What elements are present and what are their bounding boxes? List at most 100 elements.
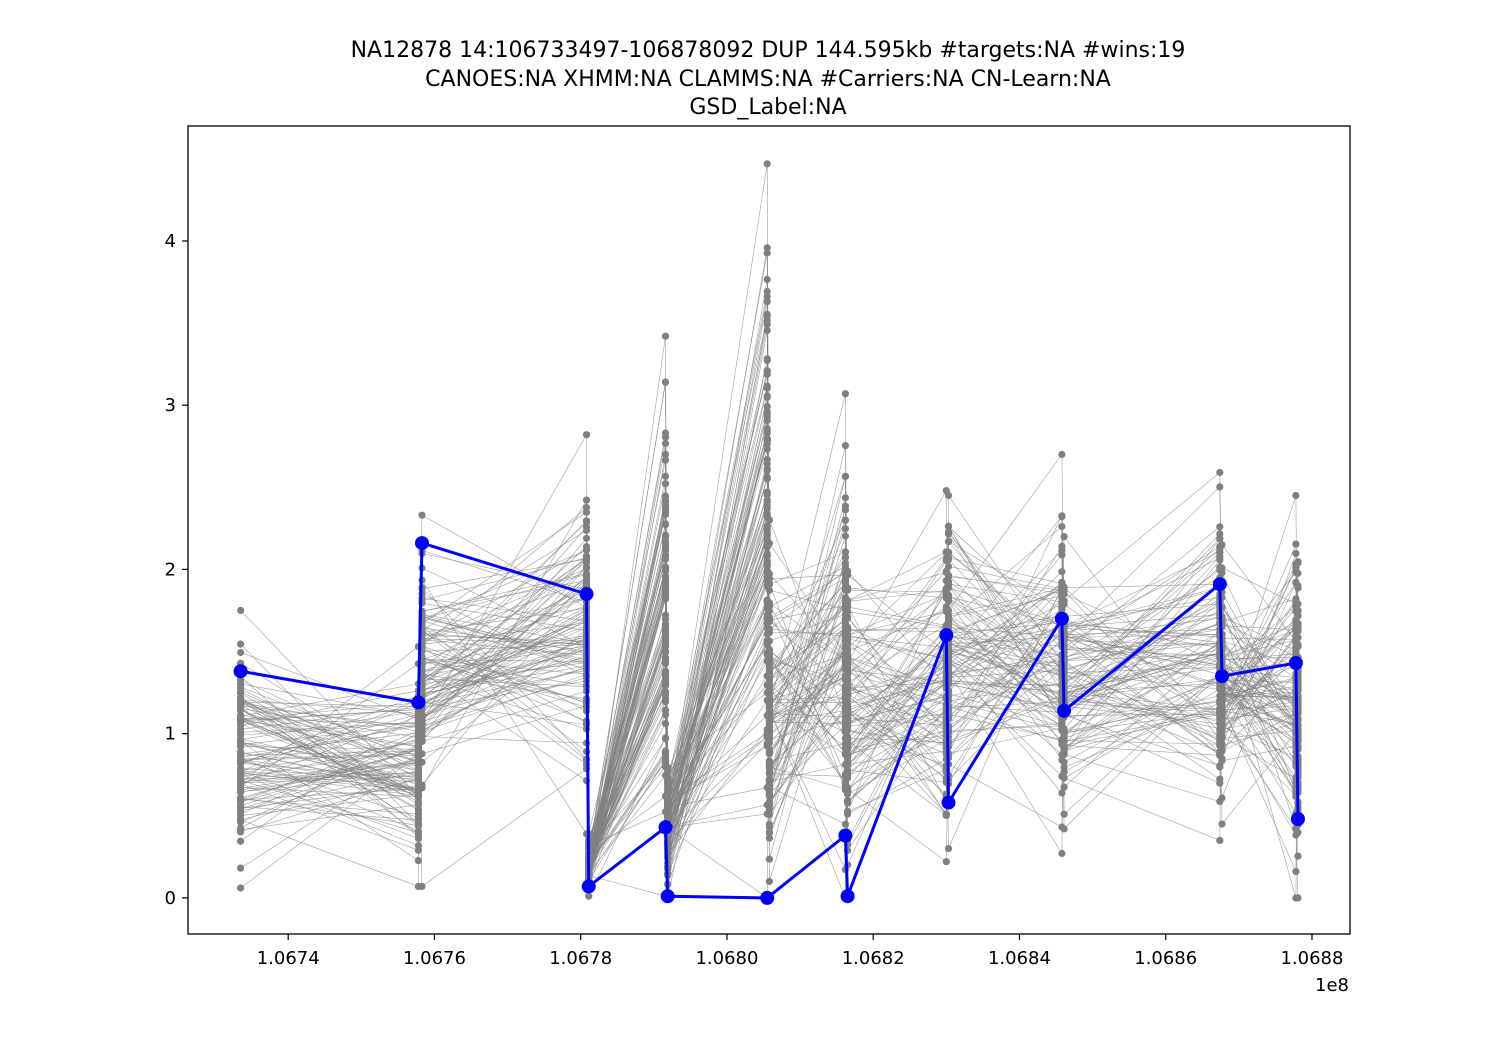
highlight-sample-point	[1291, 812, 1305, 826]
background-sample-point	[1294, 627, 1302, 635]
background-sample-point	[944, 523, 953, 531]
background-sample-point	[1058, 542, 1066, 551]
background-sample-point	[765, 750, 774, 758]
background-sample-point	[661, 555, 670, 563]
background-sample-point	[844, 810, 852, 818]
background-sample-point	[841, 553, 850, 561]
background-sample-point	[765, 646, 774, 655]
chart-title-line-3: GSD_Label:NA	[689, 95, 846, 120]
highlight-sample-point	[660, 889, 675, 904]
background-sample-point	[841, 728, 850, 736]
background-sample-point	[844, 677, 852, 685]
background-sample-point	[661, 792, 670, 800]
background-sample-point	[1292, 491, 1300, 500]
background-sample-point	[763, 370, 771, 378]
background-sample-point	[1294, 852, 1302, 860]
background-sample-point	[1216, 556, 1224, 564]
background-sample-point	[841, 705, 850, 714]
background-sample-point	[661, 711, 670, 719]
background-sample-point	[1216, 836, 1224, 845]
background-sample-point	[1294, 611, 1302, 619]
background-sample-point	[661, 759, 670, 767]
background-sample-point	[763, 474, 771, 482]
highlight-sample-point	[1054, 611, 1069, 626]
background-sample-point	[1058, 551, 1066, 559]
background-sample-point	[765, 855, 774, 863]
background-sample-point	[763, 382, 771, 390]
background-sample-point	[664, 799, 672, 808]
background-sample-point	[765, 684, 774, 692]
highlight-sample-point	[939, 628, 954, 643]
background-sample-point	[582, 523, 591, 531]
background-sample-point	[765, 732, 774, 740]
background-sample-point	[1218, 686, 1226, 694]
background-sample-point	[661, 567, 670, 575]
background-sample-point	[841, 502, 850, 510]
background-sample-point	[844, 656, 852, 664]
highlight-sample-point	[838, 828, 853, 843]
background-sample-point	[763, 312, 771, 320]
background-sample-point	[661, 573, 670, 581]
background-sample-point	[1058, 586, 1066, 594]
background-sample-point	[237, 772, 245, 780]
background-sample-point	[765, 790, 774, 798]
background-sample-point	[582, 556, 591, 564]
background-sample-point	[661, 688, 670, 697]
background-sample-point	[944, 548, 953, 556]
x-tick-label: 1.0674	[257, 948, 320, 969]
background-sample-point	[765, 667, 774, 675]
background-sample-point	[418, 750, 426, 758]
background-sample-point	[763, 529, 771, 537]
background-sample-point	[765, 764, 774, 772]
background-sample-point	[765, 810, 774, 819]
background-sample-point	[844, 603, 852, 611]
background-sample-point	[841, 623, 850, 631]
background-sample-point	[841, 494, 850, 502]
background-sample-point	[763, 512, 771, 520]
background-sample-point	[1058, 823, 1066, 831]
background-sample-point	[1060, 728, 1068, 736]
background-sample-point	[841, 820, 850, 828]
highlight-sample-line	[240, 541, 1300, 900]
background-sample-point	[661, 747, 670, 755]
background-sample-point	[661, 585, 670, 593]
background-sample-point	[582, 503, 591, 512]
background-sample-point	[661, 472, 670, 480]
highlight-sample-point	[233, 664, 248, 679]
background-sample-point	[664, 779, 672, 787]
background-sample-point	[237, 640, 245, 648]
chart-title-line-1: NA12878 14:106733497-106878092 DUP 144.5…	[351, 38, 1186, 63]
background-sample-point	[237, 750, 245, 758]
background-sample-point	[582, 578, 591, 587]
background-sample-point	[1218, 541, 1226, 549]
background-sample-point	[661, 332, 670, 340]
background-sample-point	[942, 858, 950, 866]
background-sample-point	[1058, 568, 1066, 576]
background-sample-point	[237, 713, 245, 721]
background-sample-point	[844, 760, 852, 768]
highlight-sample-layer	[233, 536, 1305, 905]
background-sample-point	[414, 778, 422, 786]
background-sample-point	[765, 834, 774, 842]
x-tick-label: 1.0682	[842, 948, 905, 969]
background-sample-point	[844, 647, 852, 656]
background-sample-point	[414, 798, 422, 806]
background-sample-point	[1218, 707, 1226, 715]
background-sample-point	[1216, 566, 1224, 574]
background-sample-point	[763, 160, 771, 168]
background-sample-point	[661, 456, 670, 464]
background-sample-point	[661, 533, 670, 541]
background-sample-point	[414, 790, 422, 798]
background-sample-point	[763, 711, 771, 720]
background-sample-point	[765, 613, 774, 622]
background-sample-point	[841, 472, 850, 480]
background-sample-point	[414, 806, 422, 815]
background-sample-point	[1218, 757, 1226, 765]
background-sample-point	[661, 648, 670, 656]
background-sample-point	[582, 496, 591, 504]
background-sample-point	[763, 275, 771, 284]
background-sample-point	[763, 456, 771, 464]
background-sample-point	[844, 711, 852, 720]
background-sample-point	[1216, 549, 1224, 557]
